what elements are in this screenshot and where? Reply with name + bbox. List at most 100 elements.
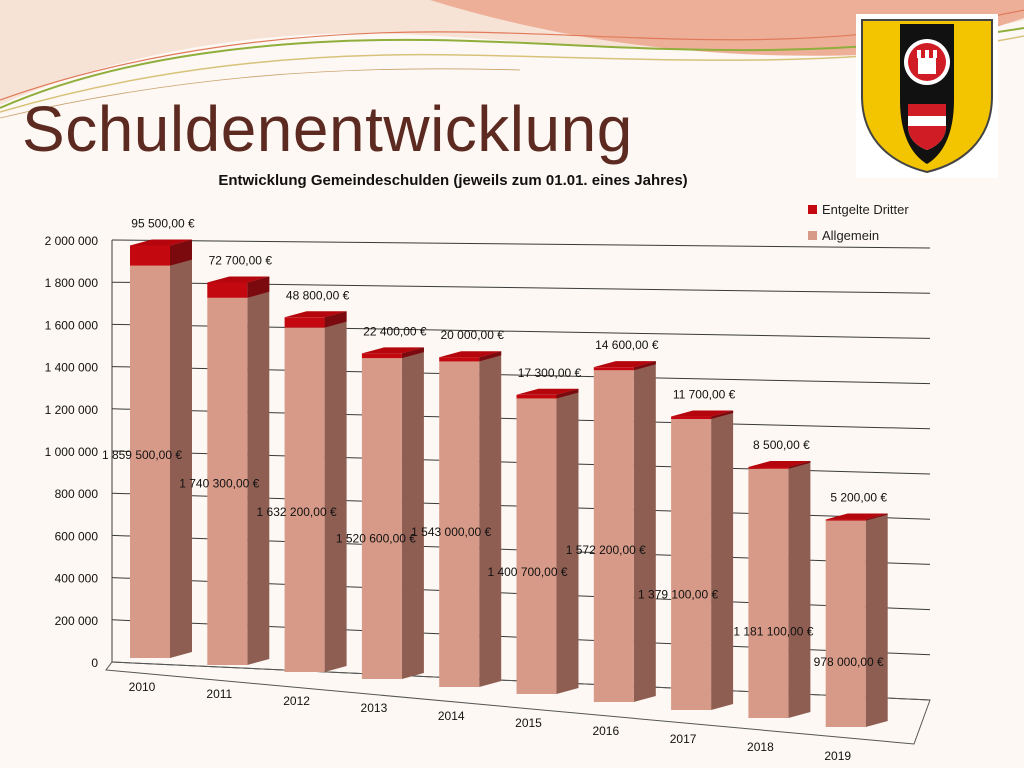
gridline <box>111 239 931 249</box>
bar-entgelte-2013 <box>361 353 402 359</box>
legend-label: Entgelte Dritter <box>822 201 909 217</box>
bar-side-top-2013 <box>401 347 424 359</box>
bar-top-2019 <box>825 513 888 520</box>
data-label-allgemein: 1 572 200,00 € <box>566 543 646 557</box>
slide-title: Schuldenentwicklung <box>22 93 633 165</box>
data-label-allgemein: 1 632 200,00 € <box>257 505 337 519</box>
bar-entgelte-2017 <box>671 416 712 420</box>
bar-allgemein-2015 <box>516 398 557 694</box>
bar-side-2010 <box>170 239 192 658</box>
bar-side-top-2014 <box>479 351 502 362</box>
y-tick-label: 800 000 <box>55 487 99 501</box>
y-tick-label: 200 000 <box>55 614 99 628</box>
data-label-entgelte: 14 600,00 € <box>595 338 659 352</box>
data-label-entgelte: 17 300,00 € <box>518 366 582 380</box>
data-label-entgelte: 5 200,00 € <box>830 491 887 505</box>
data-label-allgemein: 1 520 600,00 € <box>336 532 416 546</box>
bar-allgemein-2019 <box>825 520 866 727</box>
data-label-entgelte: 20 000,00 € <box>440 328 504 342</box>
bar-allgemein-2017 <box>671 419 712 710</box>
data-label-entgelte: 8 500,00 € <box>753 438 810 452</box>
x-tick-label: 2015 <box>515 716 542 730</box>
x-tick-label: 2011 <box>206 687 232 701</box>
data-label-entgelte: 72 700,00 € <box>209 253 273 267</box>
bar-entgelte-2016 <box>593 367 634 371</box>
legend-swatch-icon <box>808 204 817 214</box>
x-tick-label: 2017 <box>670 732 697 746</box>
x-tick-label: 2012 <box>283 694 310 708</box>
bar-top-2011 <box>207 276 270 283</box>
data-label-entgelte: 22 400,00 € <box>363 324 427 338</box>
bar-side-top-2010 <box>170 239 192 266</box>
y-tick-label: 400 000 <box>55 572 99 586</box>
legend-item-allgemein: Allgemein <box>808 222 909 248</box>
bar-side-2012 <box>324 311 347 672</box>
bar-top-2014 <box>439 351 502 358</box>
y-tick-label: 1 400 000 <box>45 361 99 375</box>
x-tick-label: 2010 <box>129 680 156 694</box>
bar-top-2012 <box>284 311 347 318</box>
y-tick-label: 1 200 000 <box>45 403 99 417</box>
x-tick-label: 2013 <box>361 701 388 715</box>
x-tick-label: 2014 <box>438 709 465 723</box>
bar-allgemein-2013 <box>361 358 402 679</box>
y-tick-label: 1 800 000 <box>45 276 99 290</box>
bar-allgemein-2010 <box>130 265 170 658</box>
bar-side-2011 <box>247 276 270 665</box>
x-tick-label: 2018 <box>747 740 774 754</box>
x-tick-label: 2019 <box>824 749 851 763</box>
bar-side-top-2016 <box>633 361 656 371</box>
bar-entgelte-2015 <box>516 394 557 399</box>
bar-entgelte-2011 <box>207 282 248 298</box>
data-label-allgemein: 1 379 100,00 € <box>638 588 718 602</box>
bar-side-top-2019 <box>865 513 888 521</box>
bar-side-top-2015 <box>556 388 579 399</box>
bar-top-2010 <box>130 239 192 246</box>
bar-side-top-2012 <box>324 311 347 328</box>
bar-entgelte-2018 <box>748 466 789 469</box>
data-label-entgelte: 11 700,00 € <box>673 388 736 402</box>
bar-top-2018 <box>748 460 811 467</box>
bar-entgelte-2019 <box>825 519 866 521</box>
bar-side-2019 <box>865 513 888 727</box>
bar-entgelte-2010 <box>130 245 170 266</box>
data-label-allgemein: 1 181 100,00 € <box>733 624 813 638</box>
y-tick-label: 0 <box>91 656 98 670</box>
y-tick-label: 1 600 000 <box>45 318 99 332</box>
bar-allgemein-2014 <box>439 361 480 687</box>
y-tick-label: 2 000 000 <box>45 234 99 248</box>
legend-label: Allgemein <box>822 227 880 243</box>
bar-side-2016 <box>633 361 656 702</box>
bar-side-top-2018 <box>788 460 811 469</box>
y-tick-label: 1 000 000 <box>45 445 99 459</box>
bar-entgelte-2012 <box>284 317 325 328</box>
bar-top-2016 <box>593 361 656 368</box>
chart-floor <box>105 661 931 745</box>
bar-allgemein-2018 <box>748 468 789 718</box>
data-label-allgemein: 1 400 700,00 € <box>487 565 567 579</box>
bar-side-2015 <box>556 388 579 694</box>
bar-side-2018 <box>788 460 811 718</box>
municipal-coat-of-arms <box>856 14 998 178</box>
bar-allgemein-2016 <box>593 370 634 702</box>
y-tick-label: 600 000 <box>55 529 99 543</box>
bar-top-2017 <box>671 410 734 417</box>
bar-top-2015 <box>516 388 579 395</box>
data-label-entgelte: 48 800,00 € <box>286 288 350 302</box>
chart-legend: Entgelte Dritter Allgemein <box>808 196 909 248</box>
x-tick-label: 2016 <box>592 724 619 738</box>
bar-side-top-2017 <box>711 410 734 420</box>
data-label-allgemein: 1 740 300,00 € <box>179 476 259 490</box>
data-label-allgemein: 978 000,00 € <box>814 655 884 669</box>
data-label-allgemein: 1 859 500,00 € <box>102 448 182 462</box>
legend-item-entgelte: Entgelte Dritter <box>808 196 909 222</box>
data-label-entgelte: 95 500,00 € <box>131 216 195 230</box>
bar-allgemein-2011 <box>207 297 248 665</box>
bar-side-2013 <box>401 347 424 679</box>
bar-allgemein-2012 <box>284 327 325 672</box>
bar-entgelte-2014 <box>439 357 480 362</box>
legend-swatch-icon <box>808 230 817 240</box>
bar-side-2017 <box>711 410 734 710</box>
data-label-allgemein: 1 543 000,00 € <box>411 525 491 539</box>
